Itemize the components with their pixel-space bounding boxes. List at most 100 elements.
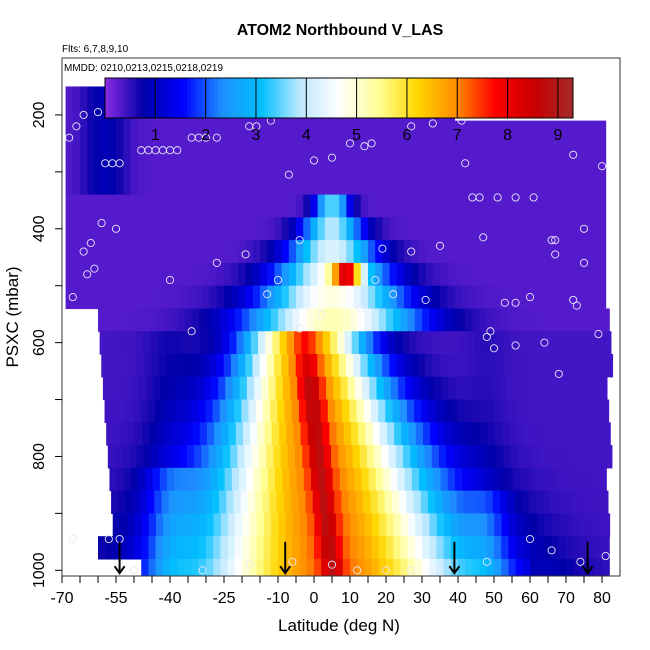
heatmap-cell [364,308,373,332]
heatmap-cell [224,120,232,150]
heatmap-cell [179,445,188,469]
profile-point [407,122,416,131]
colorbar-swatch [526,78,531,118]
heatmap-cell [346,262,355,287]
heatmap-cell [274,149,283,173]
heatmap-cell [87,194,95,218]
heatmap-cell [483,262,491,287]
heatmap-cell [375,240,383,264]
colorbar-swatch [288,78,293,118]
heatmap-cell [576,171,585,196]
profile-point [104,534,113,544]
heatmap-cell [408,422,417,446]
heatmap-cell [296,262,304,287]
heatmap-cell [533,354,542,378]
heatmap-cell [382,285,391,310]
profile-point [579,224,589,233]
heatmap-cell [566,513,575,537]
heatmap-cell [468,354,477,378]
heatmap-cell [375,194,383,218]
heatmap-cell [215,445,224,469]
profile-point [547,236,556,245]
heatmap-cell [202,120,211,150]
heatmap-cell [497,171,506,196]
colorbar-swatch [467,78,473,118]
heatmap-cell [163,513,171,537]
heatmap-cell [112,536,121,560]
heatmap-cell [324,194,333,218]
colorbar-swatch [233,78,239,118]
heatmap-cell [280,445,289,469]
heatmap-cell [87,217,95,241]
heatmap-cell [365,422,374,446]
heatmap-cell [238,217,247,241]
heatmap-cell [133,399,142,423]
heatmap-cell [447,262,455,287]
heatmap-cell [191,536,200,560]
heatmap-cell [173,240,182,264]
profile-point [198,566,207,575]
heatmap-cell [238,171,247,196]
colorbar-tick-label: 9 [553,127,562,144]
heatmap-cell [481,331,490,355]
heatmap-cell [533,262,542,287]
colorbar-swatch [136,78,141,118]
heatmap-cell [404,467,413,492]
heatmap-cell [210,376,219,401]
heatmap-cell [353,354,362,378]
heatmap-cell [256,513,265,537]
heatmap-cell [152,262,160,287]
heatmap-cell [281,217,290,241]
heatmap-cell [491,376,500,401]
heatmap-cell [342,308,351,332]
heatmap-cell [321,513,330,537]
heatmap-cell [530,422,539,446]
heatmap-cell [490,240,499,264]
colorbar-swatch [385,78,391,118]
heatmap-cell [271,513,279,537]
colorbar-tick-label: 6 [402,127,411,144]
heatmap-cell [555,217,563,241]
heatmap-cell [389,240,398,264]
heatmap-cell [173,171,182,196]
colorbar-swatch [311,78,317,118]
heatmap-cell [310,120,319,150]
heatmap-cell [584,171,592,196]
heatmap-cell [151,354,160,378]
heatmap-cell [72,262,81,287]
heatmap-cell [132,490,141,514]
heatmap-cell [458,513,467,537]
colorbar-swatch [549,78,554,118]
heatmap-cell [377,490,386,514]
heatmap-cell [454,240,463,264]
heatmap-cell [468,120,477,150]
heatmap-cell [175,490,184,514]
heatmap-cell [562,262,571,287]
heatmap-cell [576,285,585,310]
heatmap-cell [556,376,565,401]
heatmap-cell [425,217,434,241]
colorbar-swatch [545,78,551,118]
heatmap-cell [328,536,337,560]
heatmap-cell [339,171,347,196]
heatmap-cell [263,308,272,332]
heatmap-cell [227,536,236,560]
heatmap-cell [515,536,524,560]
profile-point [90,264,99,273]
heatmap-cell [508,558,517,576]
heatmap-cell [357,558,365,576]
heatmap-cell [129,445,138,469]
heatmap-cell [557,490,566,514]
heatmap-cell [454,285,463,310]
heatmap-cell [332,217,340,241]
heatmap-cell [285,308,293,332]
y-tick-label: 600 [31,329,48,356]
heatmap-cell [130,171,139,196]
heatmap-cell [587,536,596,560]
heatmap-cell [65,171,74,196]
colorbar-tick-label: 4 [302,127,311,144]
heatmap-cell [598,354,606,378]
heatmap-cell [597,445,606,469]
heatmap-cell [368,120,376,150]
heatmap-cell [497,240,506,264]
